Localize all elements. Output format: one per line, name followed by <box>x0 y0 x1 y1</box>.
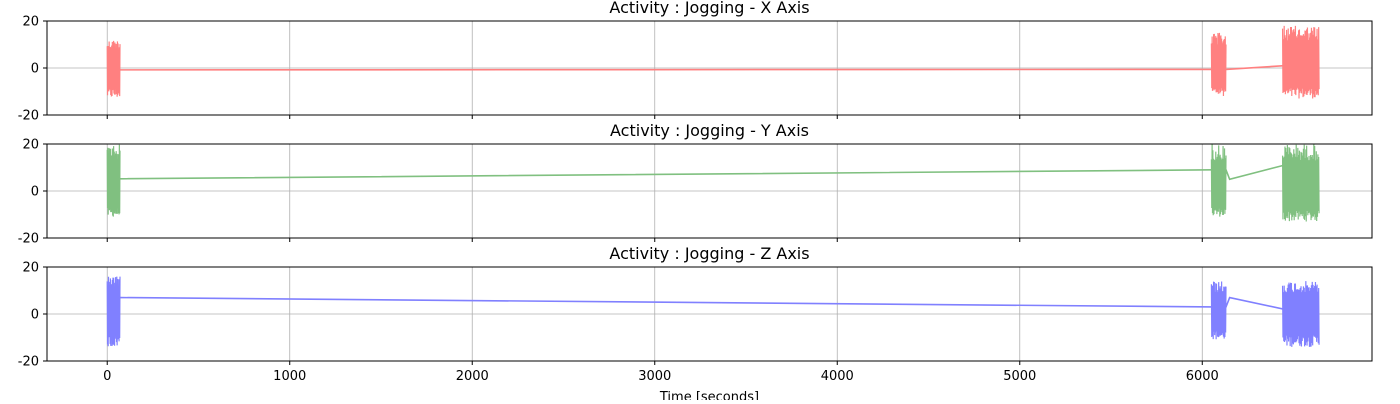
data-burst-2 <box>1210 32 1227 96</box>
y-tick-label: 0 <box>31 62 39 77</box>
data-burst-3 <box>1281 144 1320 222</box>
panel-title: Activity : Jogging - Z Axis <box>609 244 809 263</box>
data-burst-2 <box>1210 144 1227 217</box>
series-group <box>106 25 1320 99</box>
panel-2: -20 0 20 Activity : Jogging - Y Axis <box>18 121 1373 247</box>
panel-title: Activity : Jogging - X Axis <box>609 0 809 17</box>
y-tick-label: -20 <box>18 109 39 124</box>
x-tick-label: 3000 <box>638 369 671 384</box>
data-burst-1 <box>106 40 121 97</box>
x-tick-label: 4000 <box>821 369 854 384</box>
y-tick-label: -20 <box>18 232 39 247</box>
y-tick-label: 20 <box>22 15 39 30</box>
panel-title: Activity : Jogging - Y Axis <box>610 121 809 140</box>
data-trend-line <box>109 64 1316 71</box>
x-tick-label: 1000 <box>273 369 306 384</box>
data-burst-2 <box>1210 281 1227 340</box>
data-burst-1 <box>106 276 121 347</box>
data-trend-line <box>119 296 1316 311</box>
x-tick-label: 2000 <box>456 369 489 384</box>
data-burst-3 <box>1281 25 1320 99</box>
data-burst-1 <box>106 144 121 217</box>
panel-3: -20 0 20 0 1000 2000 3000 4000 5000 6000 Activity … <box>18 244 1373 404</box>
y-tick-label: 0 <box>31 308 39 323</box>
y-tick-label: 0 <box>31 185 39 200</box>
y-tick-label: 20 <box>22 138 39 153</box>
x-tick-label: 6000 <box>1186 369 1219 384</box>
data-trend-line <box>119 164 1316 181</box>
data-burst-3 <box>1281 281 1320 347</box>
series-group <box>106 144 1320 222</box>
y-tick-label: 20 <box>22 261 39 276</box>
panel-1: -20 0 20 Activity : Jogging - X Axis <box>18 0 1373 124</box>
y-tick-label: -20 <box>18 355 39 370</box>
x-tick-label: 0 <box>103 369 111 384</box>
x-tick-label: 5000 <box>1003 369 1036 384</box>
x-axis-label: Time [seconds] <box>659 390 759 400</box>
series-group <box>106 276 1320 347</box>
